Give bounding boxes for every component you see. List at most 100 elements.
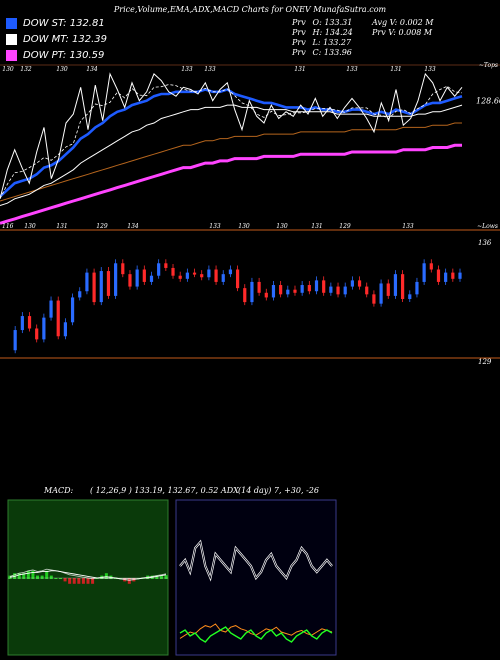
candle-body	[121, 263, 125, 275]
candle-body	[149, 275, 154, 282]
legend-label-dow-st: DOW ST: 132.81	[23, 17, 105, 29]
candle-body	[365, 286, 369, 295]
series-line-dow-mt	[0, 104, 463, 206]
macd-histogram-bar	[95, 578, 99, 579]
left-corner-label: 116	[2, 223, 14, 230]
candle-body	[228, 269, 233, 275]
top-tick-label: 133	[181, 66, 193, 73]
stat-avg-volume: Avg V: 0.002 M	[372, 18, 434, 27]
stat-prv-close: Prv C: 133.96	[292, 48, 352, 57]
candle-body	[379, 283, 383, 304]
macd-histogram-bar	[155, 575, 159, 579]
top-tick-label: 133	[204, 66, 216, 73]
tops-label: ~Tops	[479, 62, 498, 69]
stat-prv-volume: Prv V: 0.008 M	[372, 28, 433, 37]
candle-body	[20, 316, 24, 331]
macd-histogram-bar	[22, 573, 26, 579]
macd-histogram-bar	[127, 578, 131, 584]
adx-plus-di-line-inner	[179, 541, 333, 580]
candle-body	[78, 291, 82, 298]
candle-body	[85, 272, 89, 292]
candle-body	[35, 328, 39, 340]
ema-short-dashed-line	[0, 84, 463, 199]
macd-histogram-bar	[81, 578, 85, 584]
candle-body	[350, 280, 354, 287]
low-tick-label: 130	[24, 223, 36, 230]
low-tick-label: 130	[238, 223, 250, 230]
low-tick-label: 130	[276, 223, 288, 230]
candle-body	[185, 272, 189, 279]
macd-histogram-bar	[77, 578, 81, 584]
candle-body	[343, 286, 347, 295]
candle-body	[372, 294, 376, 304]
candle-body	[27, 316, 32, 329]
macd-histogram-bar	[72, 578, 76, 584]
low-tick-label: 134	[127, 223, 139, 230]
low-tick-label: 131	[311, 223, 322, 230]
candle-body	[42, 317, 46, 340]
candle-body	[293, 289, 297, 293]
legend-swatch-blue	[6, 17, 17, 29]
low-tick-label: 133	[209, 223, 221, 230]
legend-item-dow-st: DOW ST: 132.81	[6, 16, 105, 30]
candle-body	[322, 280, 326, 293]
macd-histogram-bar	[91, 578, 95, 584]
candle-body	[49, 300, 53, 318]
lows-label: ~Lows	[477, 223, 498, 230]
candle-body	[393, 274, 398, 296]
macd-histogram-bar	[58, 578, 62, 579]
macd-histogram-bar	[159, 575, 163, 579]
candle-body	[13, 330, 17, 351]
macd-histogram-bar	[8, 575, 12, 579]
stat-prv-high: Prv H: 134.24	[292, 28, 353, 37]
top-tick-label: 130	[56, 66, 68, 73]
macd-histogram-bar	[36, 575, 40, 579]
candle-body	[286, 289, 290, 295]
low-tick-label: 129	[339, 223, 351, 230]
candle-body	[257, 281, 261, 293]
candle-body	[135, 269, 139, 287]
legend-label-dow-pt: DOW PT: 130.59	[23, 49, 105, 61]
macd-histogram-bar	[26, 570, 30, 579]
candle-body	[114, 263, 118, 296]
candle-body	[329, 286, 333, 293]
price-tag: 128.66	[476, 97, 500, 106]
top-tick-label: 130	[2, 66, 14, 73]
candle-body	[408, 294, 412, 299]
macd-histogram-bar	[68, 578, 72, 584]
macd-histogram-bar	[164, 575, 168, 579]
macd-histogram-bar	[63, 578, 67, 582]
candle-body	[300, 285, 304, 293]
candle-body	[401, 274, 405, 299]
candle-body	[314, 280, 319, 292]
macd-histogram-bar	[45, 570, 49, 579]
candle-body	[221, 274, 225, 282]
candle-body	[451, 272, 455, 279]
candle-body	[271, 285, 276, 298]
top-tick-label: 131	[294, 66, 305, 73]
legend-item-dow-pt: DOW PT: 130.59	[6, 48, 104, 62]
macd-histogram-bar	[141, 578, 145, 579]
series-line-close	[0, 72, 463, 199]
volume-bottom-label: 129	[478, 358, 492, 366]
candle-body	[63, 322, 67, 337]
candle-body	[56, 300, 60, 337]
top-tick-label: 133	[424, 66, 436, 73]
stat-prv-open: Prv O: 133.31	[292, 18, 353, 27]
low-tick-label: 129	[96, 223, 108, 230]
candle-body	[243, 288, 247, 303]
chart-title: Price,Volume,EMA,ADX,MACD Charts for ONE…	[113, 5, 387, 14]
series-line-dow-pt	[0, 143, 462, 225]
candle-body	[200, 274, 204, 278]
macd-histogram-bar	[86, 578, 90, 584]
candle-body	[386, 283, 390, 296]
candle-body	[178, 275, 182, 279]
macd-label: MACD:	[44, 486, 74, 495]
volume-top-label: 136	[478, 239, 492, 247]
candle-body	[192, 272, 197, 275]
stat-prv-low: Prv L: 133.27	[292, 38, 352, 47]
macd-panel-bg	[7, 499, 169, 656]
top-tick-label: 132	[20, 66, 32, 73]
candle-body	[357, 280, 362, 287]
candle-body	[99, 271, 103, 303]
